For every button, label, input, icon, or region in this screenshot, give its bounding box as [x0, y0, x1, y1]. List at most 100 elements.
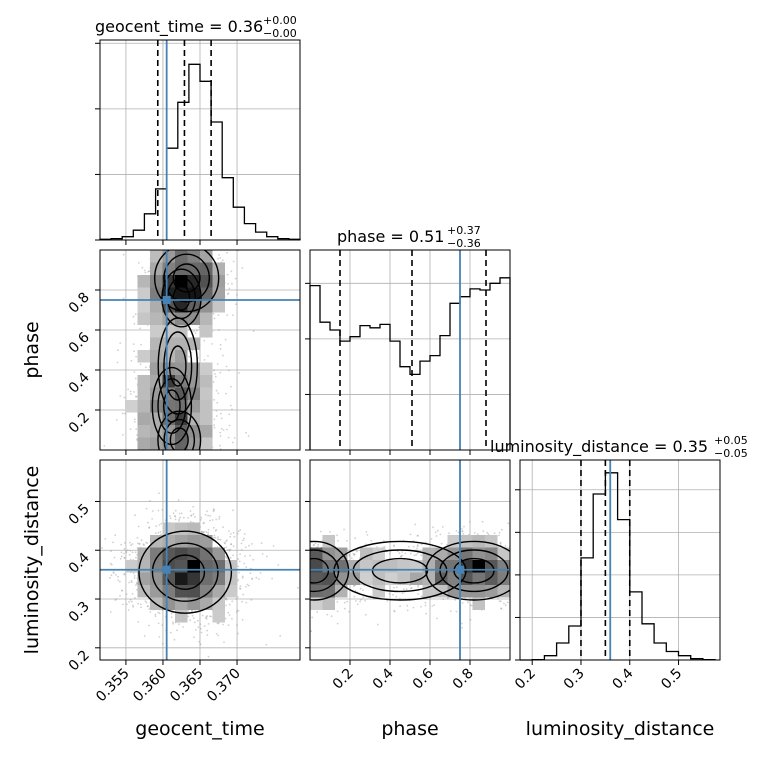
- scatter-point: [215, 528, 218, 531]
- scatter-point: [255, 576, 258, 579]
- scatter-point: [476, 533, 479, 535]
- scatter-point: [245, 585, 247, 588]
- scatter-point: [225, 604, 227, 607]
- scatter-point: [149, 474, 151, 476]
- scatter-point: [239, 587, 241, 590]
- scatter-point: [135, 458, 137, 460]
- scatter-point: [131, 551, 134, 554]
- scatter-point: [226, 465, 228, 467]
- contour-line: [172, 263, 201, 293]
- scatter-point: [500, 528, 503, 531]
- scatter-point: [217, 257, 219, 260]
- density-cell: [162, 547, 175, 560]
- scatter-point: [185, 246, 187, 248]
- scatter-point: [230, 543, 233, 546]
- scatter-point: [148, 368, 151, 371]
- scatter-point: [218, 247, 220, 249]
- scatter-point: [175, 247, 177, 249]
- scatter-point: [277, 564, 280, 566]
- scatter-point: [527, 549, 529, 551]
- scatter-point: [148, 527, 151, 529]
- scatter-point: [109, 611, 112, 613]
- scatter-point: [163, 456, 165, 458]
- scatter-point: [148, 455, 150, 457]
- contour-line: [163, 253, 211, 303]
- density-cell: [162, 585, 175, 598]
- scatter-point: [261, 553, 264, 555]
- density-cell: [212, 610, 225, 623]
- scatter-point: [217, 392, 220, 395]
- scatter-point: [271, 586, 273, 588]
- contour-line: [138, 530, 233, 614]
- scatter-point: [352, 552, 355, 555]
- scatter-point: [230, 543, 232, 546]
- scatter-point: [135, 355, 138, 358]
- scatter-point: [293, 582, 295, 584]
- density-cell: [137, 400, 150, 413]
- scatter-point: [144, 600, 147, 602]
- scatter-point: [134, 377, 137, 380]
- scatter-point: [227, 436, 230, 439]
- scatter-point: [231, 408, 233, 411]
- scatter-point: [133, 322, 136, 325]
- scatter-point: [202, 531, 205, 534]
- scatter-point: [200, 631, 203, 634]
- scatter-point: [135, 395, 138, 398]
- scatter-point: [232, 260, 235, 263]
- scatter-point: [217, 329, 220, 331]
- scatter-point: [204, 223, 206, 225]
- scatter-point: [305, 566, 307, 568]
- scatter-point: [207, 623, 210, 625]
- scatter-point: [199, 643, 202, 646]
- scatter-point: [282, 581, 284, 583]
- scatter-point: [143, 635, 146, 637]
- scatter-point: [212, 536, 215, 539]
- scatter-point: [112, 572, 115, 574]
- scatter-point: [142, 451, 144, 453]
- scatter-point: [216, 538, 219, 541]
- scatter-point: [250, 543, 253, 545]
- scatter-point: [161, 643, 164, 645]
- scatter-point: [134, 395, 137, 398]
- scatter-point: [201, 530, 203, 533]
- scatter-point: [205, 617, 207, 619]
- scatter-point: [145, 541, 148, 544]
- scatter-point: [280, 566, 282, 568]
- scatter-point: [116, 361, 119, 364]
- scatter-point: [265, 643, 268, 646]
- scatter-point: [136, 434, 138, 436]
- scatter-point: [237, 565, 240, 568]
- scatter-point: [307, 578, 309, 580]
- scatter-point: [103, 445, 106, 447]
- scatter-point: [306, 560, 308, 562]
- scatter-point: [230, 385, 232, 388]
- scatter-point: [121, 590, 123, 592]
- scatter-point: [177, 464, 179, 466]
- scatter-point: [178, 465, 180, 467]
- scatter-point: [219, 256, 222, 259]
- scatter-point: [207, 458, 209, 460]
- scatter-point: [192, 513, 195, 516]
- scatter-point: [188, 355, 191, 358]
- scatter-point: [461, 528, 463, 530]
- scatter-point: [236, 532, 239, 535]
- scatter-point: [129, 390, 132, 393]
- scatter-point: [192, 505, 195, 508]
- scatter-point: [149, 500, 151, 502]
- scatter-point: [192, 246, 194, 248]
- scatter-point: [222, 623, 224, 626]
- scatter-point: [190, 451, 192, 453]
- scatter-point: [148, 526, 151, 529]
- contour-line: [151, 366, 193, 446]
- scatter-point: [137, 262, 140, 264]
- scatter-point: [190, 466, 192, 468]
- scatter-point: [218, 518, 221, 520]
- scatter-point: [178, 519, 180, 522]
- contour-line: [151, 542, 219, 602]
- scatter-point: [117, 579, 120, 582]
- density-cell: [200, 437, 213, 450]
- scatter-point: [353, 553, 356, 556]
- scatter-point: [514, 577, 516, 579]
- scatter-point: [189, 619, 192, 622]
- scatter-point: [110, 563, 113, 566]
